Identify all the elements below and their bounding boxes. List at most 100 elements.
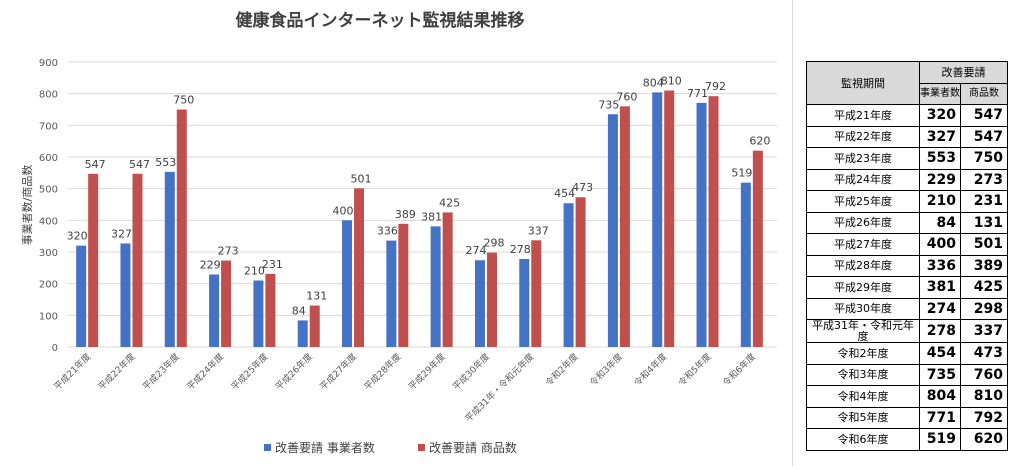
bar: [752, 150, 763, 347]
y-axis-label: 事業者数/商品数: [20, 165, 34, 246]
row-businesses: 274: [919, 297, 961, 320]
row-period: 平成30年度: [806, 297, 920, 320]
bar: [120, 243, 131, 347]
row-businesses: 804: [919, 385, 961, 408]
row-products: 337: [960, 319, 1008, 343]
y-tick-labels: 0 100 200 300 400 500 600 700 800 900: [39, 58, 58, 354]
table-row: 令和2年度 454 473: [806, 342, 1008, 365]
bar: [354, 188, 365, 347]
chart-title: 健康食品インターネット監視結果推移: [236, 10, 525, 31]
y-tick-label: 700: [39, 121, 58, 132]
bar: [342, 220, 353, 347]
bar: [386, 240, 397, 347]
y-tick-label: 900: [39, 58, 58, 69]
bar: [309, 305, 320, 347]
data-label: 320: [67, 230, 88, 243]
x-tick-label: 平成28年度: [361, 351, 403, 393]
row-businesses: 454: [919, 342, 961, 365]
table-row: 平成29年度 381 425: [806, 276, 1008, 299]
table-row: 平成22年度 327 547: [806, 125, 1008, 148]
row-businesses: 381: [919, 276, 961, 299]
x-tick-label: 令和4年度: [631, 351, 669, 389]
data-label: 229: [200, 258, 221, 271]
row-period: 令和2年度: [806, 342, 920, 365]
row-period: 平成27年度: [806, 233, 920, 256]
data-label: 810: [661, 75, 682, 88]
x-tick-label: 平成27年度: [317, 351, 359, 393]
row-period: 平成28年度: [806, 254, 920, 277]
x-tick-label: 平成29年度: [406, 351, 448, 393]
data-label: 771: [687, 87, 708, 100]
y-tick-label: 300: [39, 248, 58, 259]
data-label: 620: [749, 135, 770, 148]
row-products: 389: [960, 254, 1008, 277]
y-tick-label: 400: [39, 216, 58, 227]
y-tick-label: 500: [39, 185, 58, 196]
row-businesses: 320: [919, 104, 961, 127]
row-products: 425: [960, 276, 1008, 299]
row-period: 平成23年度: [806, 147, 920, 170]
bar: [575, 197, 586, 347]
data-label: 84: [292, 304, 306, 317]
data-label: 501: [351, 172, 372, 185]
data-label: 336: [377, 225, 398, 238]
row-period: 平成22年度: [806, 125, 920, 148]
x-tick-label: 平成21年度: [51, 351, 93, 393]
legend-label: 改善要請 事業者数: [275, 440, 375, 455]
table-row: 平成28年度 336 389: [806, 254, 1008, 277]
y-tick-label: 100: [39, 311, 58, 322]
row-businesses: 336: [919, 254, 961, 277]
row-businesses: 278: [919, 319, 961, 343]
row-products: 620: [960, 428, 1008, 451]
row-products: 231: [960, 190, 1008, 213]
row-products: 298: [960, 297, 1008, 320]
row-products: 547: [960, 125, 1008, 148]
row-businesses: 771: [919, 406, 961, 429]
bar: [531, 240, 542, 347]
data-label: 553: [155, 156, 176, 169]
bar: [209, 274, 220, 347]
x-tick-label: 平成23年度: [140, 351, 182, 393]
row-businesses: 735: [919, 363, 961, 386]
data-label: 454: [554, 187, 575, 200]
data-label: 274: [465, 244, 486, 257]
x-tick-label: 平成31年・令和元年度: [463, 351, 537, 425]
table-row: 平成24年度 229 273: [806, 168, 1008, 191]
row-products: 750: [960, 147, 1008, 170]
bar: [253, 280, 264, 347]
bar: [430, 226, 441, 347]
row-products: 547: [960, 104, 1008, 127]
data-label: 804: [643, 76, 664, 89]
data-label: 400: [333, 204, 354, 217]
bar: [176, 109, 187, 347]
x-tick-label: 令和2年度: [543, 351, 581, 389]
data-table: 監視期間 改善要請 事業者数 商品数 平成21年度 320 547 平成22年度 327…: [806, 61, 1008, 451]
table-row: 令和6年度 519 620: [806, 428, 1008, 451]
legend: 改善要請 事業者数 改善要請 商品数: [264, 440, 517, 455]
row-products: 473: [960, 342, 1008, 365]
data-label: 231: [262, 258, 283, 271]
bar: [696, 102, 707, 347]
x-tick-label: 令和5年度: [676, 351, 714, 389]
bar: [76, 245, 87, 347]
data-label: 210: [244, 265, 265, 278]
bar: [297, 320, 308, 347]
data-label: 547: [85, 158, 106, 171]
data-label: 760: [616, 90, 637, 103]
bar: [619, 106, 630, 347]
data-label: 337: [528, 224, 549, 237]
header-sub1: 事業者数: [919, 82, 961, 105]
data-label: 273: [218, 245, 239, 258]
table-row: 令和5年度 771 792: [806, 406, 1008, 429]
y-tick-label: 200: [39, 280, 58, 291]
row-period: 令和6年度: [806, 428, 920, 451]
chart-panel: [792, 0, 793, 466]
row-businesses: 553: [919, 147, 961, 170]
table-row: 平成25年度 210 231: [806, 190, 1008, 213]
data-label: 131: [306, 290, 327, 303]
table-row: 平成27年度 400 501: [806, 233, 1008, 256]
bar: [265, 273, 276, 347]
y-tick-label: 0: [52, 343, 58, 354]
y-tick-label: 800: [39, 90, 58, 101]
